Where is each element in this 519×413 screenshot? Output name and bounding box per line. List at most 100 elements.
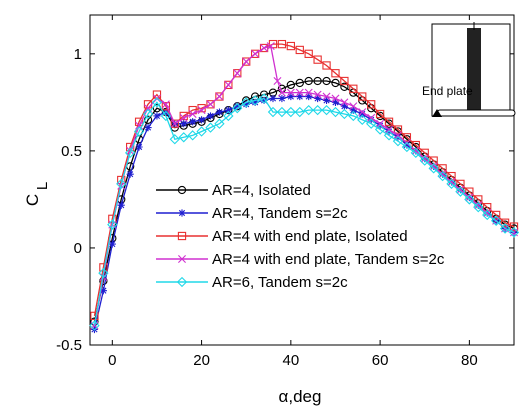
legend-label: AR=4, Isolated [212,182,311,199]
x-tick-label: 60 [372,352,389,369]
data-point [160,110,172,122]
data-point [358,108,367,117]
data-point [376,119,385,128]
y-axis-label: C L [23,182,51,206]
data-point [223,110,234,122]
data-point [285,106,297,118]
data-point [313,90,322,99]
data-point [402,133,412,142]
series-layer [89,39,519,334]
data-point [305,92,313,101]
data-point [188,110,197,118]
legend-marker [177,185,187,195]
legend-marker [176,276,188,288]
x-axis-label: α,deg [279,387,322,406]
data-point [331,94,340,103]
data-point [242,57,251,66]
data-point [116,178,127,190]
data-point [393,131,402,140]
legend: AR=4, Isolated AR=4, Tandem s=2c AR=4 with… [156,182,445,291]
wing-bar [467,28,481,110]
data-point [249,95,261,106]
data-point [251,49,260,58]
data-point [313,55,322,64]
legend-label: AR=6, Tandem s=2c [212,274,348,291]
data-point [508,227,519,238]
data-point [339,108,350,120]
y-tick-label: 1 [74,46,82,63]
data-point [367,113,376,122]
data-point [278,94,286,103]
y-tick-label: -0.5 [56,337,82,354]
data-point [313,76,322,86]
data-point [312,104,323,116]
data-point [242,100,250,108]
data-point [366,118,377,129]
data-point [260,96,268,105]
data-point [509,222,519,231]
data-point [215,92,224,101]
data-point [286,88,295,97]
data-point [233,69,242,78]
data-point [187,130,198,141]
data-point [367,100,376,109]
data-point [483,209,492,217]
legend-marker [178,209,186,217]
data-point [161,100,170,109]
data-point [189,118,197,126]
data-point [180,120,188,128]
data-point [393,125,403,134]
data-point [286,80,295,90]
data-point [340,102,348,110]
data-point [447,177,456,186]
data-point [295,88,304,97]
legend-item: AR=4 with end plate, Tandem s=2c [156,251,445,268]
y-axis-label-main: C [23,194,42,206]
data-point [357,114,368,126]
data-point [385,125,394,134]
data-point [401,141,413,153]
data-point [491,210,501,220]
data-point [259,43,269,53]
data-point [153,112,161,120]
data-point [277,88,286,97]
data-point [242,57,251,66]
data-point [89,320,100,331]
data-point [322,96,331,105]
data-point [224,80,233,89]
data-point [358,92,367,101]
legend-item: AR=4, Isolated [156,182,311,199]
data-point [266,42,275,51]
data-point [455,186,466,197]
data-point [420,154,429,163]
inset-label: End plate [422,84,473,98]
data-point [392,135,404,147]
data-point [126,170,134,178]
data-point [295,45,304,55]
data-point [196,126,207,137]
data-point [205,122,216,133]
series-4 [90,42,518,330]
data-point [273,77,282,85]
data-point [178,132,189,143]
data-point [215,92,224,101]
data-point [250,49,260,58]
data-point [144,123,152,132]
data-point [384,117,394,126]
data-point [419,155,430,166]
data-point [348,110,359,122]
data-point [429,162,438,171]
data-point [374,124,386,135]
x-tick-label: 20 [193,352,210,369]
data-point [340,98,349,107]
data-point [108,240,116,248]
data-point [241,97,252,108]
data-point [161,102,171,111]
data-point [233,69,242,78]
data-point [428,163,439,174]
legend-label: AR=4 with end plate, Isolated [212,228,408,245]
data-point [151,97,163,108]
data-point [197,116,206,124]
legend-marker [178,255,186,263]
